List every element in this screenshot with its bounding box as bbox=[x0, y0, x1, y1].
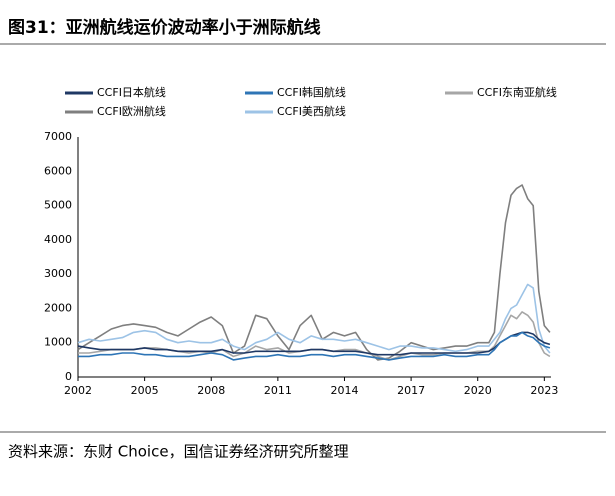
series-line bbox=[77, 283, 551, 354]
legend-label: CCFI欧洲航线 bbox=[97, 104, 166, 118]
y-tick-label: 4000 bbox=[44, 233, 72, 246]
x-tick-label: 2017 bbox=[397, 384, 425, 397]
source-note: 资料来源：东财 Choice，国信证券经济研究所整理 bbox=[8, 443, 349, 461]
series-line bbox=[77, 184, 551, 361]
legend-label: CCFI东南亚航线 bbox=[477, 85, 557, 99]
x-tick-label: 2011 bbox=[264, 384, 292, 397]
series-line bbox=[78, 331, 551, 361]
x-tick-label: 2008 bbox=[197, 384, 225, 397]
x-tick-label: 2014 bbox=[330, 384, 358, 397]
y-tick-label: 2000 bbox=[44, 301, 72, 314]
y-tick-label: 3000 bbox=[44, 267, 72, 280]
y-tick-label: 7000 bbox=[44, 130, 72, 143]
y-tick-label: 5000 bbox=[44, 199, 72, 212]
legend-label: CCFI日本航线 bbox=[97, 85, 166, 99]
y-tick-label: 6000 bbox=[44, 164, 72, 177]
legend-label: CCFI美西航线 bbox=[277, 104, 346, 118]
y-tick-label: 1000 bbox=[44, 336, 72, 349]
legend-label: CCFI韩国航线 bbox=[277, 85, 346, 99]
x-tick-label: 2020 bbox=[464, 384, 492, 397]
chart-title: 图31：亚洲航线运价波动率小于洲际航线 bbox=[8, 17, 321, 38]
x-tick-label: 2023 bbox=[530, 384, 558, 397]
y-tick-label: 0 bbox=[65, 370, 72, 383]
x-tick-label: 2005 bbox=[131, 384, 159, 397]
x-tick-label: 2002 bbox=[64, 384, 92, 397]
